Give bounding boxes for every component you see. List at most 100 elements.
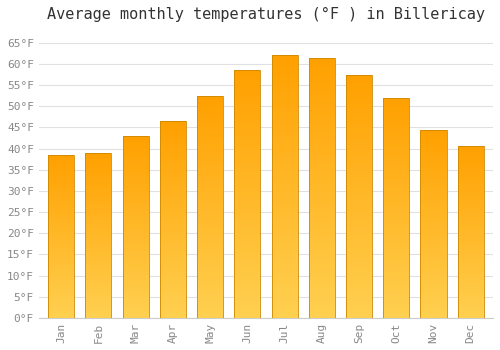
Bar bbox=[458, 268, 483, 270]
Bar bbox=[197, 316, 223, 318]
Bar bbox=[272, 244, 297, 247]
Bar bbox=[234, 192, 260, 194]
Bar bbox=[160, 265, 186, 267]
Bar bbox=[383, 302, 409, 305]
Bar bbox=[383, 155, 409, 157]
Bar bbox=[160, 174, 186, 176]
Bar bbox=[420, 147, 446, 148]
Bar bbox=[308, 274, 335, 276]
Bar bbox=[346, 281, 372, 284]
Bar bbox=[48, 175, 74, 176]
Bar bbox=[420, 158, 446, 160]
Bar bbox=[420, 212, 446, 214]
Bar bbox=[458, 198, 483, 200]
Bar bbox=[420, 163, 446, 165]
Bar bbox=[86, 156, 112, 158]
Bar bbox=[383, 307, 409, 309]
Bar bbox=[272, 142, 297, 145]
Bar bbox=[197, 140, 223, 142]
Bar bbox=[160, 170, 186, 172]
Bar bbox=[308, 245, 335, 248]
Bar bbox=[197, 194, 223, 196]
Bar bbox=[86, 295, 112, 296]
Bar bbox=[346, 264, 372, 267]
Bar bbox=[346, 123, 372, 126]
Bar bbox=[86, 306, 112, 308]
Bar bbox=[383, 259, 409, 261]
Bar bbox=[197, 111, 223, 113]
Bar bbox=[234, 145, 260, 147]
Bar bbox=[234, 286, 260, 288]
Bar bbox=[308, 58, 335, 318]
Bar bbox=[122, 212, 148, 214]
Bar bbox=[122, 169, 148, 170]
Bar bbox=[234, 80, 260, 83]
Bar bbox=[122, 202, 148, 203]
Bar bbox=[420, 303, 446, 305]
Bar bbox=[308, 123, 335, 125]
Bar bbox=[160, 276, 186, 279]
Bar bbox=[346, 257, 372, 259]
Bar bbox=[48, 160, 74, 161]
Bar bbox=[383, 305, 409, 307]
Bar bbox=[346, 150, 372, 152]
Bar bbox=[234, 130, 260, 132]
Bar bbox=[48, 266, 74, 267]
Bar bbox=[346, 113, 372, 116]
Bar bbox=[383, 104, 409, 107]
Bar bbox=[420, 239, 446, 241]
Bar bbox=[160, 296, 186, 298]
Bar bbox=[458, 174, 483, 176]
Bar bbox=[308, 94, 335, 97]
Bar bbox=[272, 310, 297, 313]
Bar bbox=[160, 261, 186, 263]
Bar bbox=[122, 313, 148, 314]
Bar bbox=[86, 212, 112, 214]
Bar bbox=[383, 184, 409, 186]
Bar bbox=[308, 78, 335, 81]
Bar bbox=[272, 132, 297, 134]
Bar bbox=[48, 238, 74, 240]
Bar bbox=[197, 262, 223, 265]
Bar bbox=[122, 154, 148, 156]
Bar bbox=[383, 111, 409, 113]
Bar bbox=[383, 120, 409, 122]
Bar bbox=[197, 191, 223, 194]
Bar bbox=[122, 260, 148, 261]
Bar bbox=[160, 159, 186, 160]
Bar bbox=[272, 174, 297, 176]
Bar bbox=[346, 289, 372, 291]
Bar bbox=[272, 95, 297, 97]
Bar bbox=[48, 161, 74, 163]
Bar bbox=[346, 306, 372, 308]
Bar bbox=[48, 313, 74, 315]
Bar bbox=[272, 294, 297, 297]
Bar bbox=[122, 187, 148, 189]
Bar bbox=[346, 104, 372, 106]
Bar bbox=[48, 212, 74, 214]
Bar bbox=[234, 204, 260, 206]
Bar bbox=[272, 139, 297, 142]
Bar bbox=[308, 281, 335, 284]
Bar bbox=[160, 131, 186, 133]
Bar bbox=[86, 293, 112, 295]
Bar bbox=[197, 220, 223, 222]
Bar bbox=[346, 133, 372, 135]
Bar bbox=[308, 237, 335, 240]
Bar bbox=[122, 287, 148, 289]
Bar bbox=[272, 231, 297, 234]
Bar bbox=[234, 105, 260, 107]
Bar bbox=[160, 219, 186, 222]
Bar bbox=[383, 131, 409, 133]
Bar bbox=[86, 236, 112, 237]
Bar bbox=[272, 97, 297, 100]
Bar bbox=[197, 200, 223, 202]
Bar bbox=[160, 178, 186, 180]
Bar bbox=[272, 268, 297, 271]
Bar bbox=[420, 197, 446, 199]
Bar bbox=[383, 221, 409, 223]
Bar bbox=[383, 223, 409, 225]
Bar bbox=[346, 155, 372, 157]
Bar bbox=[383, 181, 409, 184]
Bar bbox=[48, 305, 74, 307]
